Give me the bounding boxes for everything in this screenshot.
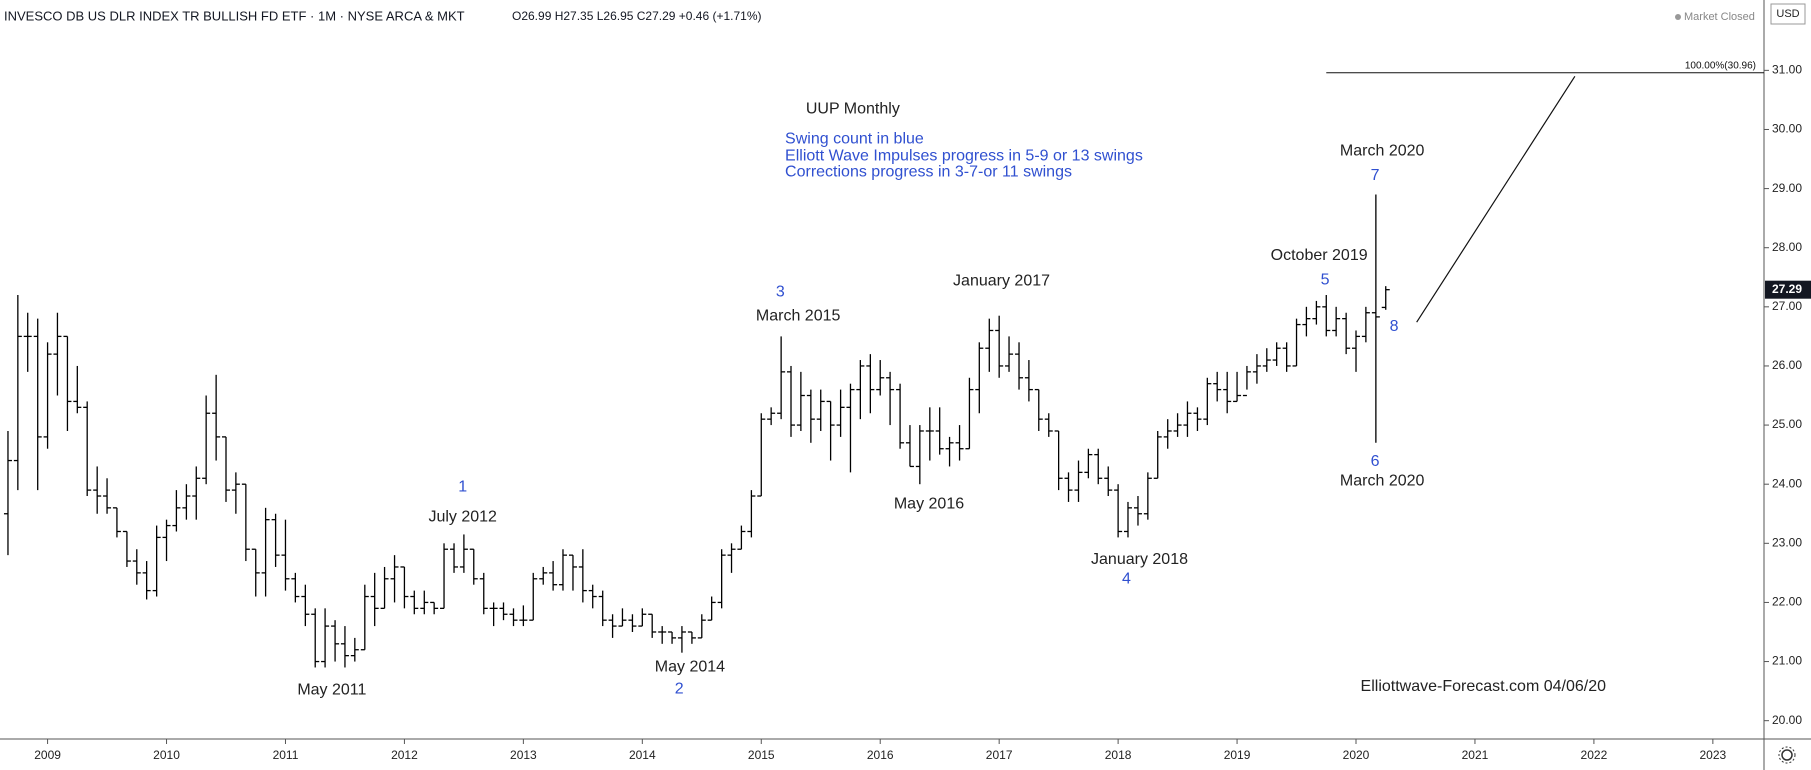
annotation: March 2020 <box>1340 143 1425 160</box>
instrument-title: INVESCO DB US DLR INDEX TR BULLISH FD ET… <box>4 8 465 23</box>
annotation: Corrections progress in 3-7-or 11 swings <box>785 163 1072 180</box>
annotation: UUP Monthly <box>806 101 900 118</box>
x-tick-label: 2011 <box>273 748 299 762</box>
x-tick-label: 2016 <box>867 748 894 762</box>
x-tick-label: 2009 <box>34 748 61 762</box>
y-tick-label: 25.00 <box>1772 417 1802 431</box>
y-tick-label: 31.00 <box>1772 63 1802 77</box>
annotation: 2 <box>675 681 684 698</box>
annotation: Elliott Wave Impulses progress in 5-9 or… <box>785 147 1143 164</box>
settings-icon[interactable] <box>1778 746 1796 764</box>
annotation: Swing count in blue <box>785 131 924 148</box>
x-tick-label: 2018 <box>1105 748 1132 762</box>
annotation: 1 <box>458 478 467 495</box>
annotation: July 2012 <box>428 509 497 526</box>
x-tick-label: 2021 <box>1462 748 1489 762</box>
x-tick-label: 2013 <box>510 748 537 762</box>
x-tick-label: 2020 <box>1343 748 1370 762</box>
y-tick-label: 23.00 <box>1772 535 1802 549</box>
y-tick-label: 21.00 <box>1772 654 1802 668</box>
settings-gear[interactable] <box>1781 749 1793 761</box>
annotation: March 2015 <box>756 308 841 325</box>
fib-level-label: 100.00%(30.96) <box>1685 60 1756 71</box>
last-price-label: 27.29 <box>1772 282 1802 296</box>
annotation: 8 <box>1390 318 1399 335</box>
x-tick-label: 2014 <box>629 748 656 762</box>
ohlc-legend: O26.99 H27.35 L26.95 C27.29 +0.46 (+1.71… <box>512 9 762 23</box>
x-tick-label: 2017 <box>986 748 1013 762</box>
last-price-box <box>1765 280 1811 299</box>
x-tick-label: 2015 <box>748 748 775 762</box>
annotation: May 2011 <box>297 682 366 699</box>
y-tick-label: 22.00 <box>1772 595 1802 609</box>
price-bars <box>3 194 1390 668</box>
x-tick-label: 2023 <box>1700 748 1727 762</box>
y-tick-label: 29.00 <box>1772 181 1802 195</box>
trend-line <box>1416 75 1576 323</box>
annotation: 5 <box>1321 271 1330 288</box>
annotation: January 2018 <box>1091 551 1188 568</box>
x-tick-label: 2010 <box>153 748 180 762</box>
annotation: 4 <box>1122 571 1131 588</box>
y-tick-label: 30.00 <box>1772 122 1802 136</box>
currency-label: USD <box>1776 8 1799 20</box>
annotation: 6 <box>1371 453 1380 470</box>
market-status: Market Closed <box>1684 11 1755 23</box>
x-tick-label: 2012 <box>391 748 418 762</box>
y-tick-label: 27.00 <box>1772 299 1802 313</box>
currency-box <box>1770 3 1806 25</box>
x-tick-label: 2019 <box>1224 748 1251 762</box>
y-tick-label: 26.00 <box>1772 358 1802 372</box>
y-tick-label: 20.00 <box>1772 713 1802 727</box>
annotation: October 2019 <box>1271 247 1368 264</box>
y-tick-label: 28.00 <box>1772 240 1802 254</box>
annotation: Elliottwave-Forecast.com 04/06/20 <box>1361 678 1607 695</box>
annotation: 3 <box>776 283 785 300</box>
annotation: January 2017 <box>953 273 1050 290</box>
y-tick-label: 24.00 <box>1772 476 1802 490</box>
annotation: May 2014 <box>655 659 725 676</box>
annotation: 7 <box>1371 167 1380 184</box>
status-dot <box>1675 14 1681 20</box>
annotation: May 2016 <box>894 496 964 513</box>
settings-gear-teeth[interactable] <box>1778 746 1796 764</box>
x-tick-label: 2022 <box>1581 748 1608 762</box>
annotation: March 2020 <box>1340 472 1425 489</box>
